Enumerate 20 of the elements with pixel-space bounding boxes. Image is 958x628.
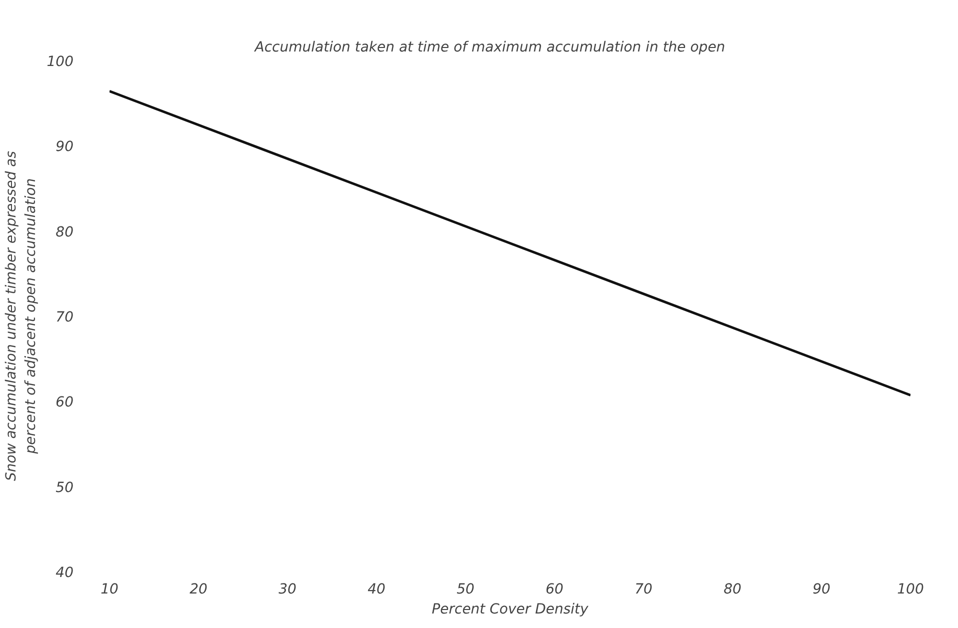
- x-tick-label: 80: [724, 582, 742, 598]
- x-tick-label: 60: [546, 582, 564, 598]
- y-tick-label: 70: [56, 310, 74, 326]
- chart-title: Accumulation taken at time of maximum accumulation in the open: [254, 40, 726, 56]
- x-tick-label: 50: [456, 582, 474, 598]
- y-tick-label: 60: [56, 394, 74, 411]
- y-tick-label: 40: [56, 565, 74, 581]
- x-tick-label: 30: [278, 582, 296, 598]
- y-tick-label: 50: [56, 480, 74, 496]
- y-axis-title: Snow accumulation under timber expressed as percent of adjacent open accumulation: [4, 150, 39, 482]
- x-tick-label: 70: [634, 582, 652, 598]
- x-axis-title: Percent Cover Density: [432, 602, 590, 618]
- x-tick-label: 100: [897, 582, 924, 598]
- y-tick-label: 100: [46, 54, 74, 70]
- y-tick-label: 80: [56, 224, 74, 240]
- x-tick-label: 90: [812, 582, 830, 598]
- x-tick-label: 40: [368, 582, 386, 598]
- x-tick-label: 10: [100, 582, 118, 598]
- x-tick-label: 20: [190, 582, 208, 598]
- y-tick-label: 90: [56, 139, 74, 156]
